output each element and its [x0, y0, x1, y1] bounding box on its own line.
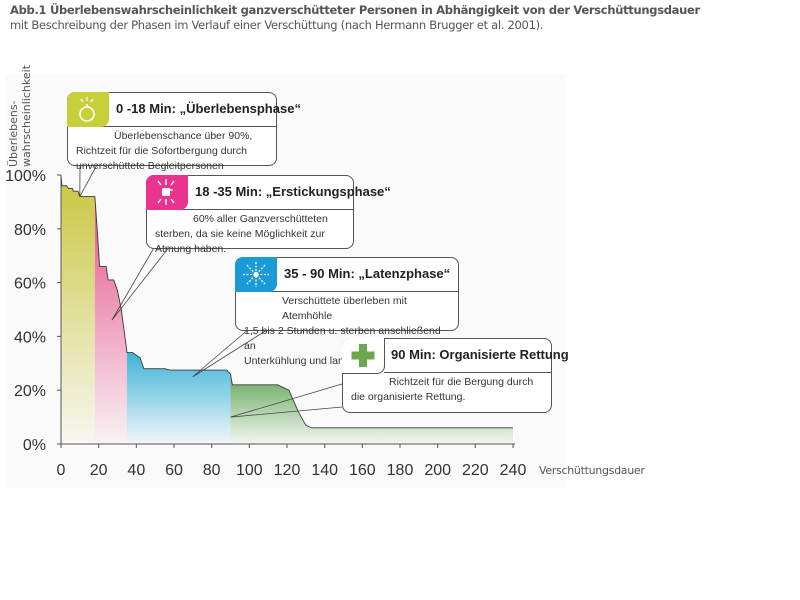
callout-line: Atmung haben. — [155, 243, 227, 255]
x-tick-label: 200 — [424, 462, 451, 479]
callout-line: 1,5 bis 2 Stunden u. sterben anschließen… — [244, 325, 441, 352]
phase-areas — [61, 175, 513, 444]
callout-header — [236, 258, 458, 292]
survival-curve — [60, 174, 513, 429]
callout-title: 90 Min: Organisierte Rettung — [391, 347, 569, 362]
y-tick-label: 60% — [14, 276, 46, 293]
stopwatch-icon — [67, 92, 109, 127]
y-tick-label: 0% — [23, 437, 46, 454]
phase-area-überlebensphase — [61, 175, 95, 444]
callout-text: 60% aller Ganzverschütteten sterben, da … — [155, 212, 347, 257]
x-tick-label: 100 — [236, 462, 263, 479]
chart-subtitle: mit Beschreibung der Phasen im Verlauf e… — [10, 18, 544, 32]
callout-line: unverschüttete Begleitpersonen — [76, 160, 224, 172]
x-tick-label: 40 — [127, 462, 145, 479]
callout-pointers — [79, 162, 343, 418]
y-axis-label-line-2: wahrscheinlichkeit — [20, 64, 33, 167]
snowflake-icon — [235, 257, 277, 292]
phase-area-erstickungsphase — [94, 196, 127, 444]
x-tick-label: 140 — [311, 462, 338, 479]
callout-line: sterben, da sie keine Möglichkeit zur — [155, 228, 325, 240]
y-tick-label: 100% — [5, 168, 46, 185]
survival-curve-line — [60, 174, 513, 429]
y-tick-label: 80% — [14, 222, 46, 239]
callout-line: Richtzeit für die Bergung durch — [389, 376, 534, 388]
callout-header — [147, 176, 353, 210]
callout-title: 35 - 90 Min: „Latenzphase“ — [284, 266, 451, 281]
callout-pointer — [79, 162, 99, 197]
callout-pointer — [111, 245, 171, 321]
x-axis-label: Verschüttungsdauer — [539, 464, 645, 477]
y-tick-label: 40% — [14, 329, 46, 346]
y-axis-label-line-1: Überlebens- — [7, 100, 20, 167]
y-tick-label: 20% — [14, 383, 46, 400]
y-axis-label: Überlebens- wahrscheinlichkeit — [4, 64, 44, 167]
chart-title: Abb.1 Überlebenswahrscheinlichkeit ganzv… — [10, 3, 700, 17]
callout-line: Richtzeit für die Sofortbergung durch — [76, 145, 248, 157]
x-tick-label: 20 — [90, 462, 108, 479]
medical-cross-icon — [342, 338, 385, 374]
x-tick-label: 120 — [274, 462, 301, 479]
x-tick-label: 160 — [349, 462, 376, 479]
axes: 0 20 40 60 80 100 120 140 160 180 200 220 240 0% 20% 40… — [5, 168, 526, 479]
callout-line: 60% aller Ganzverschütteten — [193, 213, 328, 225]
callout-line: die organisierte Rettung. — [351, 391, 466, 403]
x-tick-label: 240 — [500, 462, 527, 479]
x-tick-label: 180 — [387, 462, 414, 479]
callout-pointer — [192, 327, 271, 378]
callout-latency-phase: 35 - 90 Min: „Latenzphase“ Verschüttete … — [235, 257, 459, 367]
x-tick-label: 0 — [57, 462, 66, 479]
callout-survival-phase: 0 -18 Min: „Überlebensphase“ Überlebensc… — [67, 92, 301, 172]
callout-text: Richtzeit für die Bergung durch die orga… — [351, 375, 545, 405]
x-tick-label: 80 — [203, 462, 221, 479]
callout-organized-rescue: 90 Min: Organisierte Rettung Richtzeit f… — [342, 338, 569, 413]
callout-pointer — [230, 383, 343, 418]
callout-title: 18 -35 Min: „Erstickungsphase“ — [195, 184, 391, 199]
callout-line: Überlebenschance über 90%, — [114, 130, 253, 142]
x-tick-label: 220 — [462, 462, 489, 479]
callout-header — [68, 93, 276, 127]
callout-header — [384, 339, 551, 373]
callout-suffocation-phase: 18 -35 Min: „Erstickungsphase“ 60% aller… — [146, 175, 391, 255]
callout-title: 0 -18 Min: „Überlebensphase“ — [116, 101, 301, 116]
phase-area-latenzphase — [126, 352, 231, 444]
suffocation-icon — [146, 175, 188, 210]
x-tick-label: 60 — [165, 462, 183, 479]
callout-line: Verschüttete überleben mit Atemhöhle — [282, 295, 407, 322]
callout-text: Überlebenschance über 90%, Richtzeit für… — [76, 129, 270, 174]
phase-area-organisierte-rettung — [230, 374, 513, 444]
